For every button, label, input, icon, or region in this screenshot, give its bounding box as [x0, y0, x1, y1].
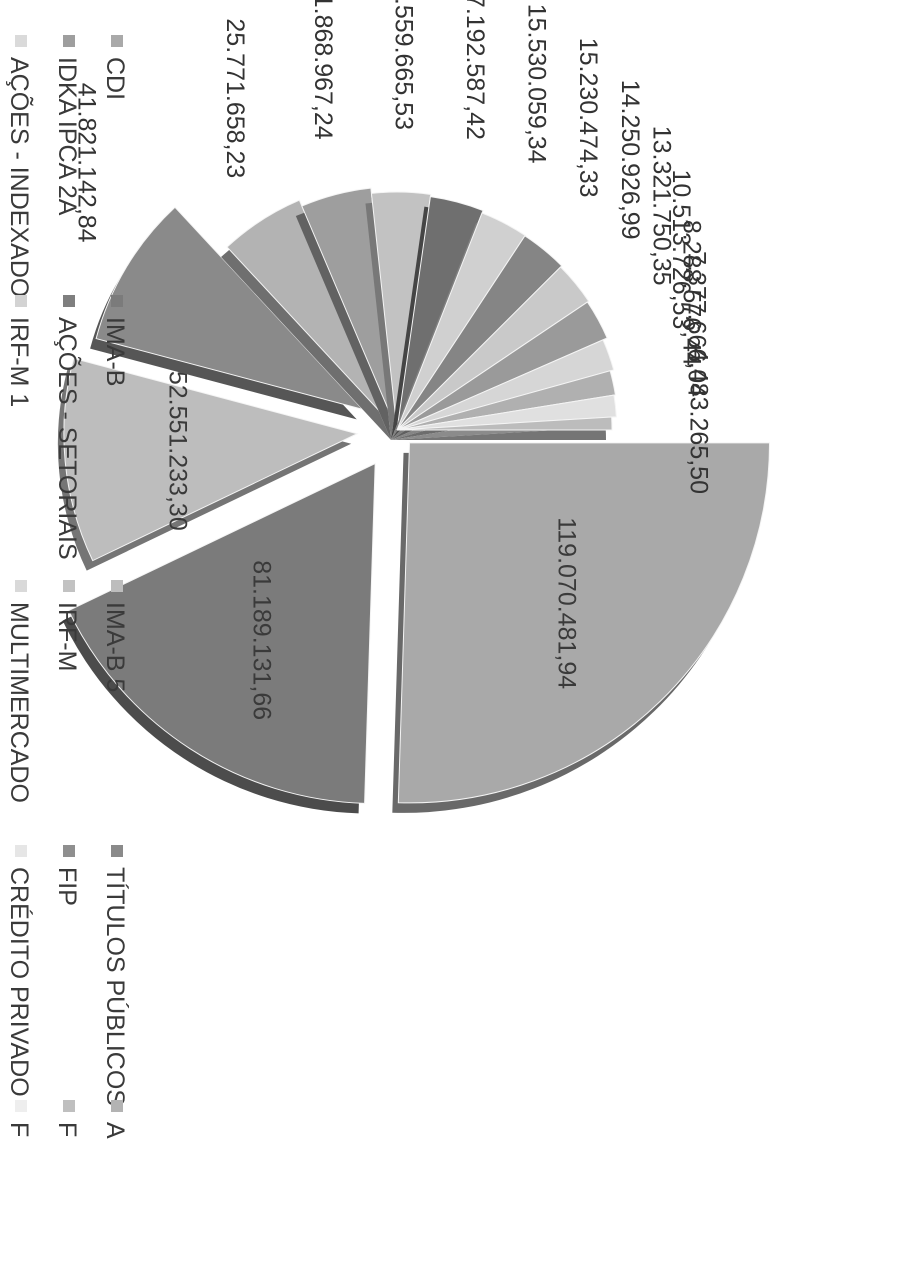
- legend-swatch: [15, 845, 27, 857]
- pie-slice: [396, 266, 590, 431]
- slice-value-label: 25.771.658,23: [221, 18, 249, 178]
- legend-swatch: [111, 35, 123, 47]
- slice-value-label: 14.250.926,99: [616, 80, 644, 240]
- legend-swatch: [15, 35, 27, 47]
- legend-label: IMA-B: [101, 317, 129, 386]
- legend-swatch: [111, 1100, 123, 1112]
- legend-label: IDKA IPCA 2A: [53, 57, 81, 216]
- legend-label: A: [101, 1122, 129, 1139]
- pie-slice: [226, 199, 398, 431]
- pie-slice: [67, 462, 376, 804]
- legend-swatch: [111, 845, 123, 857]
- pie-slice: [370, 191, 432, 431]
- legend-label: MULTIMERCADO: [5, 602, 33, 803]
- slice-value-label: 10.513.726,53: [667, 170, 695, 330]
- slice-value-label: 52.551.233,30: [163, 371, 191, 531]
- legend-label: AÇÕES - SETORIAIS: [53, 317, 82, 560]
- pie-slice: [397, 442, 771, 804]
- slice-value-label: 17.192.587,42: [461, 0, 489, 140]
- pie-slice: [95, 206, 365, 411]
- legend-swatch: [15, 580, 27, 592]
- slice-value-label: 41.821.142,84: [72, 83, 100, 243]
- legend-label: F: [53, 1122, 81, 1137]
- pie-slice: [396, 235, 563, 431]
- slice-value-label: 8.288.576,44: [677, 220, 705, 366]
- slice-value-label: 18.559.665,53: [390, 0, 418, 130]
- legend-swatch: [63, 580, 75, 592]
- legend: CDI IMA-B IMA-B 5 TÍTULOS PÚBLICOS A IDKA IPC…: [5, 35, 130, 1139]
- slice-value-label: 15.530.059,34: [522, 4, 550, 164]
- slice-value-label: 7.377.666,04: [683, 251, 711, 397]
- legend-swatch: [63, 845, 75, 857]
- slice-value-label: 15.230.474,33: [574, 38, 602, 198]
- pie-slice: [63, 357, 359, 562]
- legend-swatch: [63, 35, 75, 47]
- pie-slice: [396, 394, 617, 431]
- legend-label: F: [5, 1122, 33, 1137]
- slice-value-label: 81.189.131,66: [247, 560, 275, 720]
- legend-swatch: [111, 580, 123, 592]
- legend-label: IRF-M: [53, 602, 81, 671]
- slice-value-label: 119.070.481,94: [552, 517, 580, 689]
- legend-swatch: [63, 1100, 75, 1112]
- pie-slice: [396, 301, 608, 431]
- legend-label: CRÉDITO PRIVADO: [5, 867, 34, 1097]
- legend-label: FIP: [53, 867, 81, 906]
- slice-value-label: 4.483.265,50: [684, 348, 712, 494]
- legend-swatch: [15, 295, 27, 307]
- legend-label: IMA-B 5: [101, 602, 129, 692]
- legend-swatch: [63, 295, 75, 307]
- legend-label: IRF-M 1: [5, 317, 33, 407]
- pie-slice: [396, 416, 613, 431]
- slice-value-label: 13.321.750,35: [647, 126, 675, 286]
- pie-slice: [396, 370, 616, 431]
- legend-swatch: [111, 295, 123, 307]
- outer-value-labels: 41.821.142,84 25.771.658,23 21.868.967,24 1…: [72, 0, 712, 494]
- pie-slices: 119.070.481,94 81.189.131,66 52.551.233,30: [57, 187, 771, 814]
- legend-label: CDI: [101, 57, 129, 100]
- slice-value-label: 21.868.967,24: [309, 0, 337, 140]
- legend-label: AÇÕES - INDEXADO: [5, 57, 34, 297]
- legend-swatch: [15, 1100, 27, 1112]
- pie-slice: [396, 339, 615, 431]
- legend-label: TÍTULOS PÚBLICOS: [101, 867, 130, 1106]
